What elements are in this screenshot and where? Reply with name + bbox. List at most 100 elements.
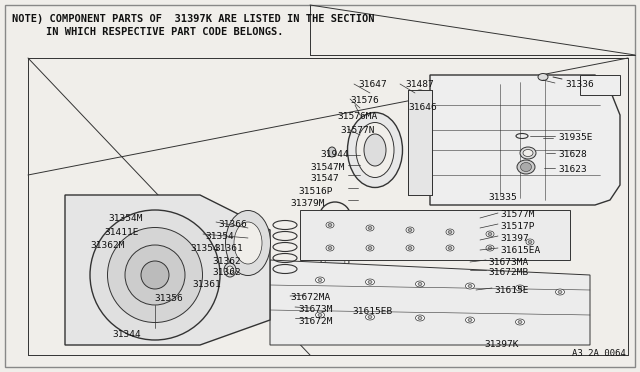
Ellipse shape xyxy=(316,312,324,318)
Ellipse shape xyxy=(418,317,422,320)
Text: 31336: 31336 xyxy=(565,80,594,89)
Ellipse shape xyxy=(316,277,324,283)
Text: 31672MA: 31672MA xyxy=(290,293,330,302)
Ellipse shape xyxy=(523,150,533,157)
Ellipse shape xyxy=(325,259,345,266)
Text: NOTE) COMPONENT PARTS OF  31397K ARE LISTED IN THE SECTION: NOTE) COMPONENT PARTS OF 31397K ARE LIST… xyxy=(12,14,374,24)
Polygon shape xyxy=(270,260,590,345)
Ellipse shape xyxy=(141,261,169,289)
Text: 31362M: 31362M xyxy=(90,241,125,250)
Ellipse shape xyxy=(528,241,532,244)
Ellipse shape xyxy=(518,286,522,289)
Text: 31577M: 31577M xyxy=(500,210,534,219)
Text: 31673MA: 31673MA xyxy=(488,258,528,267)
Ellipse shape xyxy=(234,222,262,264)
Text: 31397K: 31397K xyxy=(484,340,518,349)
Ellipse shape xyxy=(368,280,372,283)
Ellipse shape xyxy=(318,314,322,317)
Ellipse shape xyxy=(368,227,372,230)
Ellipse shape xyxy=(488,247,492,250)
Text: 31379M: 31379M xyxy=(290,199,324,208)
Ellipse shape xyxy=(348,112,403,187)
Text: 31576MA: 31576MA xyxy=(337,112,377,121)
Text: 31647: 31647 xyxy=(358,80,387,89)
Ellipse shape xyxy=(448,231,452,234)
Text: 31366: 31366 xyxy=(218,220,247,229)
Text: 31354: 31354 xyxy=(190,244,219,253)
Ellipse shape xyxy=(446,245,454,251)
Text: 31944: 31944 xyxy=(320,150,349,159)
Text: 31354M: 31354M xyxy=(108,214,143,223)
Ellipse shape xyxy=(225,211,271,276)
Text: 31517P: 31517P xyxy=(500,222,534,231)
Ellipse shape xyxy=(318,279,322,282)
Ellipse shape xyxy=(518,321,522,324)
Text: 31361: 31361 xyxy=(192,280,221,289)
Ellipse shape xyxy=(409,105,431,135)
Text: 31487: 31487 xyxy=(405,80,434,89)
Polygon shape xyxy=(5,5,635,367)
Ellipse shape xyxy=(468,285,472,288)
Ellipse shape xyxy=(465,317,474,323)
Polygon shape xyxy=(408,90,432,195)
Ellipse shape xyxy=(538,74,548,80)
Ellipse shape xyxy=(558,291,562,294)
Ellipse shape xyxy=(328,247,332,250)
Ellipse shape xyxy=(486,245,494,251)
Text: 31354: 31354 xyxy=(205,232,234,241)
Text: 31411E: 31411E xyxy=(104,228,138,237)
Text: 31577N: 31577N xyxy=(340,126,374,135)
Polygon shape xyxy=(580,75,620,95)
Ellipse shape xyxy=(517,160,535,174)
Text: 31935E: 31935E xyxy=(558,133,593,142)
Text: 31576: 31576 xyxy=(350,96,379,105)
Polygon shape xyxy=(430,75,620,205)
Text: 31362: 31362 xyxy=(212,268,241,277)
Ellipse shape xyxy=(328,147,336,157)
Ellipse shape xyxy=(328,224,332,227)
Text: A3 2A 0064: A3 2A 0064 xyxy=(572,349,626,358)
Text: 31628: 31628 xyxy=(558,150,587,159)
Ellipse shape xyxy=(325,218,345,225)
Ellipse shape xyxy=(326,222,334,228)
Ellipse shape xyxy=(468,318,472,321)
Ellipse shape xyxy=(406,227,414,233)
Text: 31397: 31397 xyxy=(500,234,529,243)
Text: 31344: 31344 xyxy=(112,330,141,339)
Ellipse shape xyxy=(408,247,412,250)
Text: 31356: 31356 xyxy=(154,294,183,303)
Ellipse shape xyxy=(409,120,431,150)
Text: 31672MB: 31672MB xyxy=(488,268,528,277)
Text: 31547: 31547 xyxy=(310,174,339,183)
Text: 31547M: 31547M xyxy=(310,163,344,172)
Polygon shape xyxy=(65,195,270,345)
Ellipse shape xyxy=(365,314,374,320)
Ellipse shape xyxy=(325,238,345,246)
Ellipse shape xyxy=(446,229,454,235)
Ellipse shape xyxy=(465,283,474,289)
Ellipse shape xyxy=(108,228,202,323)
Text: 31516P: 31516P xyxy=(298,187,333,196)
Text: 31615E: 31615E xyxy=(494,286,529,295)
Ellipse shape xyxy=(515,285,525,291)
Ellipse shape xyxy=(415,315,424,321)
Text: 31362: 31362 xyxy=(212,257,241,266)
Text: 31672M: 31672M xyxy=(298,317,333,326)
Text: 31623: 31623 xyxy=(558,165,587,174)
Ellipse shape xyxy=(448,247,452,250)
Text: 31615EA: 31615EA xyxy=(500,246,540,255)
Ellipse shape xyxy=(556,289,564,295)
Ellipse shape xyxy=(526,239,534,245)
Ellipse shape xyxy=(409,150,431,180)
Ellipse shape xyxy=(90,210,220,340)
Ellipse shape xyxy=(409,135,431,165)
Text: 31646: 31646 xyxy=(408,103,436,112)
Text: IN WHICH RESPECTIVE PART CODE BELONGS.: IN WHICH RESPECTIVE PART CODE BELONGS. xyxy=(46,27,284,37)
Ellipse shape xyxy=(520,163,531,171)
Ellipse shape xyxy=(409,90,431,120)
Ellipse shape xyxy=(515,319,525,325)
Ellipse shape xyxy=(326,245,334,251)
Ellipse shape xyxy=(356,122,394,177)
Ellipse shape xyxy=(415,281,424,287)
Text: 31615EB: 31615EB xyxy=(352,307,392,316)
